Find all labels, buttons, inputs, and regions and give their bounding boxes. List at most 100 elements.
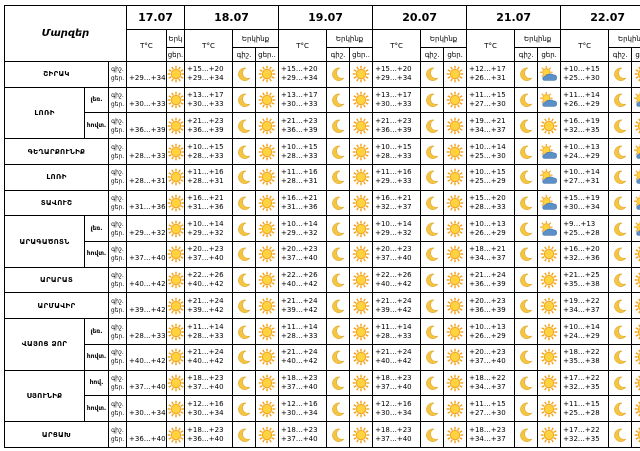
night-temp: +21…+24: [469, 271, 506, 280]
night-temp: +11…+16: [187, 168, 224, 177]
temp-cell: +30…+34: [126, 395, 167, 423]
temp-cell: +15…+20 +29…+34: [372, 61, 422, 88]
night-temp: +16…+19: [563, 116, 600, 125]
moon-icon: [326, 369, 351, 397]
temp-cell: +22…+26 +40…+42: [372, 266, 422, 294]
temp-cell: +10…+14 +29…+32: [372, 215, 422, 243]
moon-icon: [514, 241, 539, 268]
sun-icon: [631, 266, 640, 294]
night-temp: +11…+15: [469, 91, 506, 100]
date-header: 18.07: [184, 5, 280, 30]
sun-icon: [165, 138, 186, 165]
sun-icon: [537, 421, 562, 448]
day-temp: +29…+32: [187, 228, 224, 237]
temp-cell: +19…+21 +34…+37: [466, 112, 516, 140]
day-temp: +39…+42: [375, 305, 412, 314]
night-header: գիշ.: [420, 47, 445, 62]
day-temp: +28…+31: [187, 177, 224, 186]
day-temp: +40…+42: [375, 357, 412, 366]
temp-cell: +11…+15 +27…+30: [466, 86, 516, 114]
time-of-day-labels: գիշ. ցեր.: [108, 215, 127, 243]
day-temp: +37…+40: [129, 254, 166, 263]
sun-icon: [255, 421, 280, 448]
sun-icon: [255, 138, 280, 165]
region-name: ԳԵՂԱՐՔՈՒՆԻՔ: [4, 138, 109, 165]
table-row: ՎԱՅՈՑ ՁՈՐ լեռ. գիշ. ցեր. +28…+33 +11…+14 +28……: [4, 318, 640, 371]
time-of-day-labels: գիշ. ցեր.: [108, 343, 127, 371]
day-temp: +37…+40: [281, 434, 318, 443]
day-temp: +34…+37: [469, 254, 506, 263]
sun-icon: [349, 343, 374, 371]
temp-cell: +10…+14 +24…+29: [560, 318, 610, 345]
temp-cell: +18…+23 +37…+40: [372, 421, 422, 448]
moon-icon: [608, 86, 633, 114]
night-temp: +22…+26: [281, 271, 318, 280]
day-label: ցեր.: [110, 255, 125, 263]
temp-cell: +18…+23 +37…+40: [184, 369, 234, 397]
day-temp: +40…+42: [129, 357, 166, 366]
time-of-day-labels: գիշ. ցեր.: [108, 395, 127, 423]
moon-icon: [514, 343, 539, 371]
temp-cell: +12…+17 +26…+31: [466, 61, 516, 88]
day-temp: +36…+39: [187, 125, 224, 134]
moon-icon: [420, 215, 445, 243]
sun-icon: [537, 395, 562, 423]
day-temp: +40…+42: [281, 280, 318, 289]
sun-icon: [349, 138, 374, 165]
temp-cell: +16…+20 +32…+36: [560, 241, 610, 268]
day-temp: +29…+32: [129, 228, 166, 237]
sun-icon: [165, 395, 186, 423]
night-temp: +12…+16: [375, 399, 412, 408]
day-temp: +30…+34: [129, 408, 166, 417]
moon-icon: [420, 421, 445, 448]
day-temp: +28…+33: [129, 151, 166, 160]
temp-cell: +20…+23 +37…+40: [466, 343, 516, 371]
day-temp: +40…+42: [375, 280, 412, 289]
temp-cell: +11…+15 +27…+30: [466, 395, 516, 423]
moon-icon: [326, 189, 351, 217]
sun-icon: [165, 163, 186, 191]
subregion-label: հովտ.: [84, 395, 109, 423]
moon-icon: [420, 112, 445, 140]
region-name: ՇԻՐԱԿ: [4, 61, 109, 88]
day-temp: +32…+36: [563, 254, 600, 263]
day-temp: +29…+34: [281, 74, 318, 83]
day-temp: +39…+42: [281, 305, 318, 314]
time-of-day-labels: գիշ. ցեր.: [108, 292, 127, 320]
day-temp: +28…+31: [129, 177, 166, 186]
night-temp: +15…+19: [563, 193, 600, 202]
day-temp: +30…+34: [187, 408, 224, 417]
temp-cell: +10…+15 +25…+30: [560, 61, 610, 88]
sun-icon: [443, 138, 468, 165]
moon-icon: [326, 266, 351, 294]
day-temp: +31…+36: [187, 202, 224, 211]
temp-cell: +12…+16 +30…+34: [372, 395, 422, 423]
day-temp: +26…+29: [563, 100, 600, 109]
night-temp: +22…+26: [375, 271, 412, 280]
temp-header: T°C: [466, 29, 516, 62]
temp-cell: +20…+23 +37…+40: [372, 241, 422, 268]
night-temp: +18…+23: [187, 373, 224, 382]
day-label: ցեր.: [110, 203, 125, 211]
temp-cell: +15…+20 +29…+34: [184, 61, 234, 88]
night-temp: +19…+22: [563, 296, 600, 305]
night-temp: +21…+24: [375, 348, 412, 357]
sun-icon: [349, 163, 374, 191]
day-temp: +28…+33: [129, 331, 166, 340]
sun-icon: [443, 189, 468, 217]
temp-cell: +37…+40: [126, 369, 167, 397]
night-temp: +10…+14: [281, 219, 318, 228]
temp-cell: +20…+23 +37…+40: [278, 241, 328, 268]
moon-icon: [232, 395, 257, 423]
moon-icon: [514, 395, 539, 423]
temp-cell: +10…+14 +29…+32: [184, 215, 234, 243]
day-temp: +34…+37: [469, 382, 506, 391]
temp-cell: +10…+13 +26…+29: [466, 215, 516, 243]
sun-icon: [443, 215, 468, 243]
moon-icon: [608, 215, 633, 243]
subregion-label: հովտ.: [84, 241, 109, 268]
sun-icon: [537, 112, 562, 140]
temp-cell: +18…+23 +36…+40: [184, 421, 234, 448]
temp-cell: +10…+14 +25…+30: [466, 138, 516, 165]
temp-cell: +39…+42: [126, 292, 167, 320]
